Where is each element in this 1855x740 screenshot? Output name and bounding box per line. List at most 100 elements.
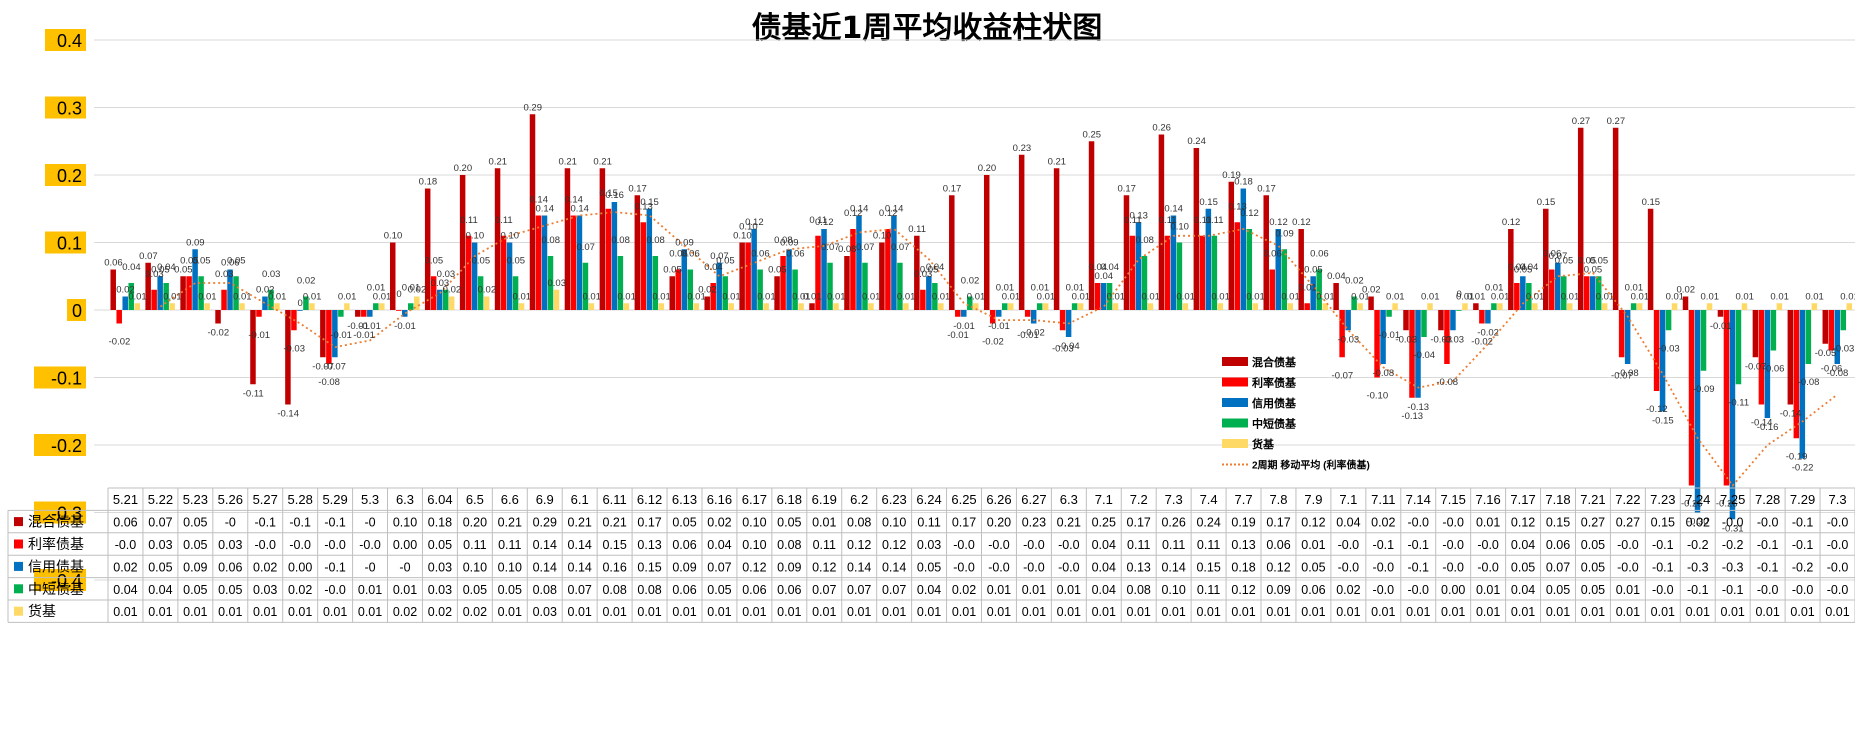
data-label: 0.09 [780, 237, 799, 248]
x-tick-label: 6.1 [571, 492, 589, 507]
bar [827, 262, 833, 310]
bar [1729, 310, 1736, 520]
bar [1799, 310, 1806, 459]
data-label: 0.01 [687, 291, 706, 302]
data-label: 0.17 [628, 183, 647, 194]
table-cell: 0.27 [1616, 516, 1640, 530]
data-label: -0.14 [1751, 418, 1773, 429]
bar [1840, 310, 1847, 331]
table-cell: -0.1 [254, 516, 276, 530]
data-label: 0.01 [1467, 291, 1486, 302]
bar [379, 303, 385, 310]
table-cell: 0.03 [428, 560, 452, 574]
table-cell: 0.05 [498, 583, 522, 597]
data-label: 0.01 [792, 291, 811, 302]
table-cell: 0.01 [1546, 605, 1570, 619]
y-tick-label-bg [45, 164, 86, 186]
data-label: 0.02 [256, 285, 275, 296]
table-cell: -0.0 [324, 583, 346, 597]
table-cell: 0.10 [463, 560, 487, 574]
table-legend-key [14, 584, 23, 594]
data-label: -0.03 [1442, 334, 1464, 345]
data-label: 0.04 [1089, 262, 1108, 273]
table-cell: 0.14 [1161, 560, 1185, 574]
data-label: 0.06 [104, 258, 123, 269]
bar [122, 296, 128, 310]
data-label: -0.11 [1728, 397, 1749, 408]
data-label: 0.02 [1362, 285, 1381, 296]
data-label: 0.05 [1555, 255, 1574, 266]
bar [215, 310, 221, 324]
table-cell: 0.15 [1651, 516, 1675, 530]
bar [239, 303, 245, 310]
data-label: -0.01 [248, 330, 270, 341]
table-cell: -0.0 [1477, 560, 1499, 574]
data-label: 0.03 [437, 269, 456, 280]
bar [1106, 283, 1113, 310]
table-cell: -0.1 [289, 516, 311, 530]
bar [897, 262, 903, 310]
bar [1333, 283, 1339, 310]
data-label: 0.14 [850, 204, 869, 215]
x-tick-label: 7.28 [1755, 492, 1780, 507]
data-label: 0.01 [1298, 282, 1317, 293]
data-label: 0.02 [1345, 276, 1364, 287]
legend-label: 货基 [1251, 437, 1275, 451]
bar [774, 276, 780, 310]
data-label: 0.14 [1164, 204, 1183, 215]
bar [1770, 310, 1777, 351]
data-label: 0.07 [710, 251, 729, 262]
data-label: 0.17 [1257, 183, 1276, 194]
table-cell: 0.06 [1546, 538, 1570, 552]
bar [477, 276, 484, 310]
table-cell: -0.0 [988, 538, 1010, 552]
data-label: 0.15 [1537, 197, 1556, 208]
y-tick-label: 0 [72, 301, 82, 321]
data-label: 0.01 [163, 291, 182, 302]
x-tick-label: 7.7 [1235, 492, 1253, 507]
data-label: 0.01 [1281, 291, 1300, 302]
bar [809, 303, 815, 310]
table-cell: -0.0 [1617, 560, 1639, 574]
table-cell: 0.01 [1231, 605, 1255, 619]
bar [436, 289, 443, 310]
data-label: 0.10 [873, 231, 892, 242]
x-tick-label: 5.27 [253, 492, 278, 507]
data-label: 0.23 [1013, 143, 1032, 154]
table-cell: 0.07 [882, 583, 906, 597]
x-tick-label: 6.16 [707, 492, 732, 507]
table-cell: 0.05 [1301, 560, 1325, 574]
table-cell: 0.14 [533, 538, 557, 552]
data-label: 0.01 [1002, 291, 1021, 302]
data-label: 0.05 [1578, 255, 1597, 266]
bar [1421, 310, 1427, 337]
data-label: 0.01 [1770, 291, 1789, 302]
bar [885, 229, 891, 310]
table-cell: 0.01 [113, 605, 137, 619]
data-label: -0.07 [324, 361, 346, 372]
data-label: -0.08 [1798, 377, 1820, 388]
table-cell: 0.03 [428, 583, 452, 597]
table-cell: 0.21 [602, 516, 626, 530]
legend-swatch [1222, 377, 1248, 387]
data-label: 0.26 [1152, 123, 1171, 134]
table-cell: 0.01 [1476, 516, 1500, 530]
table-cell: 0.11 [1127, 538, 1150, 552]
data-label: 0.04 [1327, 271, 1346, 282]
bar [623, 303, 630, 310]
bar [407, 303, 414, 310]
table-cell: 0.01 [1476, 583, 1500, 597]
data-label: -0.02 [982, 337, 1004, 348]
data-label: 0.01 [128, 291, 147, 302]
table-legend-key [14, 539, 23, 549]
data-label: 0.01 [1456, 291, 1475, 302]
data-label: -0.12 [1646, 404, 1668, 415]
table-cell: 0.05 [183, 516, 207, 530]
legend-label: 中短债基 [1252, 417, 1297, 431]
table-cell: 0.13 [1231, 538, 1255, 552]
table-cell: 0.03 [148, 538, 172, 552]
x-tick-label: 7.22 [1615, 492, 1640, 507]
bar [1647, 208, 1654, 310]
table-cell: 0.03 [253, 583, 277, 597]
data-label: 0.27 [1572, 116, 1591, 127]
